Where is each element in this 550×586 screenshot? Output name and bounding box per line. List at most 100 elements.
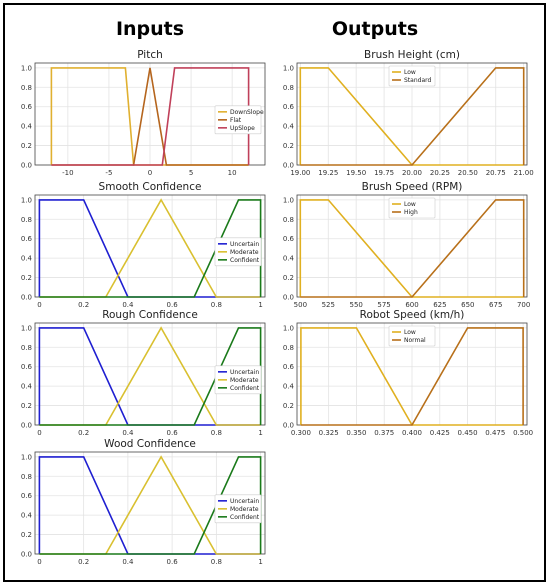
x-tick-label: 550: [349, 301, 362, 309]
x-tick-label: 0.4: [122, 301, 134, 309]
chart-0: Pitch 0.0 0.2 0.4 0.6 0.8 1.0 -10 -5 0 5 10 DownSlop…: [21, 49, 266, 177]
chart-title: Pitch: [137, 49, 163, 61]
legend-label: Low: [404, 329, 416, 336]
y-tick-label: 0.6: [283, 235, 295, 243]
series-line-high: [300, 199, 525, 298]
chart-title: Smooth Confidence: [99, 181, 202, 193]
y-tick-label: 0.8: [21, 84, 32, 92]
x-tick-label: 0.300: [291, 429, 311, 437]
y-tick-label: 0.8: [21, 473, 32, 481]
series-line-low: [299, 67, 524, 166]
y-tick-label: 1.0: [283, 196, 294, 204]
legend-box: [214, 494, 262, 524]
figure-frame: [3, 3, 546, 582]
y-tick-label: 0.2: [283, 274, 294, 282]
x-tick-label: 650: [461, 301, 474, 309]
inputs-header: Inputs: [115, 18, 185, 40]
legend-label: Uncertain: [230, 369, 259, 376]
x-tick-label: 0.425: [430, 429, 450, 437]
x-tick-label: 19.50: [346, 169, 366, 177]
y-tick-label: 0.0: [21, 294, 32, 302]
chart-title: Robot Speed (km/h): [360, 309, 465, 321]
x-tick-label: 1: [258, 558, 262, 566]
chart-5: Brush Speed (RPM) 0.0 0.2 0.4 0.6 0.8 1.0 500 52…: [283, 181, 530, 309]
y-tick-label: 0.4: [21, 383, 33, 391]
y-tick-label: 0.4: [283, 123, 295, 131]
legend-label: High: [404, 209, 418, 216]
y-tick-label: 0.6: [21, 103, 33, 111]
legend-label: UpSlope: [230, 125, 255, 132]
legend-label: Moderate: [230, 506, 259, 513]
x-tick-label: 600: [405, 301, 418, 309]
y-tick-label: 0.2: [21, 402, 32, 410]
y-tick-label: 0.8: [21, 344, 32, 352]
legend-label: DownSlope: [230, 109, 264, 116]
series-line-confident: [39, 327, 262, 426]
legend-box: [214, 105, 262, 135]
x-tick-label: 20.00: [402, 169, 422, 177]
y-tick-label: 0.0: [283, 294, 294, 302]
chart-3: Wood Confidence 0.0 0.2 0.4 0.6 0.8 1.0 0 0.2 0.4…: [21, 438, 266, 566]
legend-label: Low: [404, 201, 416, 208]
y-tick-label: 0.0: [21, 551, 32, 559]
y-tick-label: 0.6: [21, 235, 33, 243]
legend-box: [214, 365, 262, 395]
y-tick-label: 1.0: [21, 453, 32, 461]
legend-label: Confident: [230, 385, 260, 392]
y-tick-label: 1.0: [21, 196, 32, 204]
chart-2: Rough Confidence 0.0 0.2 0.4 0.6 0.8 1.0 0 0.2 0.…: [21, 309, 266, 437]
legend-label: Moderate: [230, 377, 259, 384]
series-line-upslope: [51, 67, 250, 166]
x-tick-label: 0.6: [167, 558, 179, 566]
x-tick-label: -5: [105, 169, 112, 177]
chart-title: Wood Confidence: [104, 438, 196, 450]
x-tick-label: 20.25: [430, 169, 450, 177]
legend-label: Uncertain: [230, 498, 259, 505]
x-tick-label: 20.75: [486, 169, 506, 177]
legend-label: Confident: [230, 514, 260, 521]
chart-1: Smooth Confidence 0.0 0.2 0.4 0.6 0.8 1.0 0 0.2 0…: [21, 181, 266, 309]
legend-label: Confident: [230, 257, 260, 264]
y-tick-label: 0.0: [283, 422, 294, 430]
legend-label: Low: [404, 69, 416, 76]
x-tick-label: 0.2: [78, 429, 89, 437]
x-tick-label: 0.500: [513, 429, 533, 437]
y-tick-label: 1.0: [21, 64, 32, 72]
legend-label: Normal: [404, 337, 426, 344]
x-tick-label: 21.00: [514, 169, 534, 177]
y-tick-label: 0.8: [283, 84, 294, 92]
y-tick-label: 0.8: [283, 344, 294, 352]
y-tick-label: 0.4: [21, 255, 33, 263]
x-tick-label: 0.2: [78, 301, 89, 309]
y-tick-label: 1.0: [21, 324, 32, 332]
x-tick-label: 0.450: [458, 429, 478, 437]
x-tick-label: 700: [517, 301, 530, 309]
y-tick-label: 0.4: [21, 123, 33, 131]
x-tick-label: 500: [294, 301, 307, 309]
outputs-header: Outputs: [331, 18, 419, 40]
y-tick-label: 0.2: [21, 531, 32, 539]
x-tick-label: -10: [62, 169, 73, 177]
series-line-low: [300, 327, 524, 426]
legend-box: [388, 65, 436, 87]
y-tick-label: 0.6: [283, 103, 295, 111]
legend-box: [388, 325, 436, 347]
y-tick-label: 0.4: [21, 512, 33, 520]
x-tick-label: 575: [377, 301, 390, 309]
x-tick-label: 10: [228, 169, 237, 177]
y-tick-label: 0.4: [283, 255, 295, 263]
y-tick-label: 0.4: [283, 383, 295, 391]
x-tick-label: 5: [189, 169, 193, 177]
x-tick-label: 0: [148, 169, 152, 177]
chart-6: Robot Speed (km/h) 0.0 0.2 0.4 0.6 0.8 1.0 0.30…: [283, 309, 533, 437]
x-tick-label: 0.2: [78, 558, 89, 566]
legend-label: Moderate: [230, 249, 259, 256]
chart-4: Brush Height (cm) 0.0 0.2 0.4 0.6 0.8 1.0 19.00…: [283, 49, 534, 177]
x-tick-label: 625: [433, 301, 446, 309]
x-tick-label: 0.475: [485, 429, 505, 437]
legend-box: [388, 197, 436, 219]
chart-title: Brush Height (cm): [364, 49, 460, 61]
x-tick-label: 1: [258, 301, 262, 309]
series-line-low: [299, 199, 524, 298]
